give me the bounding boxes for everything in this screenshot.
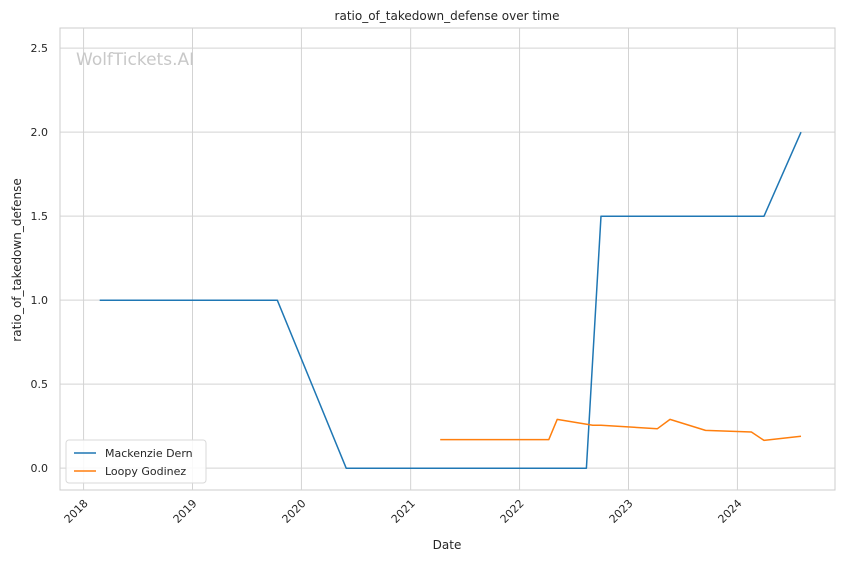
legend: Mackenzie Dern Loopy Godinez xyxy=(65,439,207,484)
legend-label: Loopy Godinez xyxy=(105,465,186,478)
watermark: WolfTickets.AI xyxy=(76,50,194,70)
x-tick-label: 2021 xyxy=(389,497,418,526)
legend-box xyxy=(65,439,207,484)
x-tick-label: 2018 xyxy=(62,497,91,526)
legend-label: Mackenzie Dern xyxy=(105,447,193,460)
x-tick-label: 2023 xyxy=(607,497,636,526)
y-tick-label: 1.0 xyxy=(31,294,49,307)
y-tick-label: 2.0 xyxy=(31,126,49,139)
chart-title: ratio_of_takedown_defense over time xyxy=(335,9,560,23)
x-axis-label: Date xyxy=(433,538,462,552)
plot-area xyxy=(59,27,836,491)
y-tick-label: 1.5 xyxy=(31,210,49,223)
y-tick-labels: 0.0 0.5 1.0 1.5 2.0 2.5 xyxy=(31,42,49,475)
x-tick-label: 2022 xyxy=(498,497,527,526)
y-tick-label: 0.0 xyxy=(31,462,49,475)
x-tick-labels: 2018 2019 2020 2021 2022 2023 2024 xyxy=(62,497,745,526)
series-line xyxy=(99,131,802,469)
x-tick-label: 2019 xyxy=(171,497,200,526)
x-tick-label: 2024 xyxy=(716,497,745,526)
y-axis-label: ratio_of_takedown_defense xyxy=(10,178,24,341)
series-layer xyxy=(99,131,802,469)
y-tick-label: 2.5 xyxy=(31,42,49,55)
y-tick-label: 0.5 xyxy=(31,378,49,391)
series-line xyxy=(440,418,802,442)
x-tick-label: 2020 xyxy=(280,497,309,526)
